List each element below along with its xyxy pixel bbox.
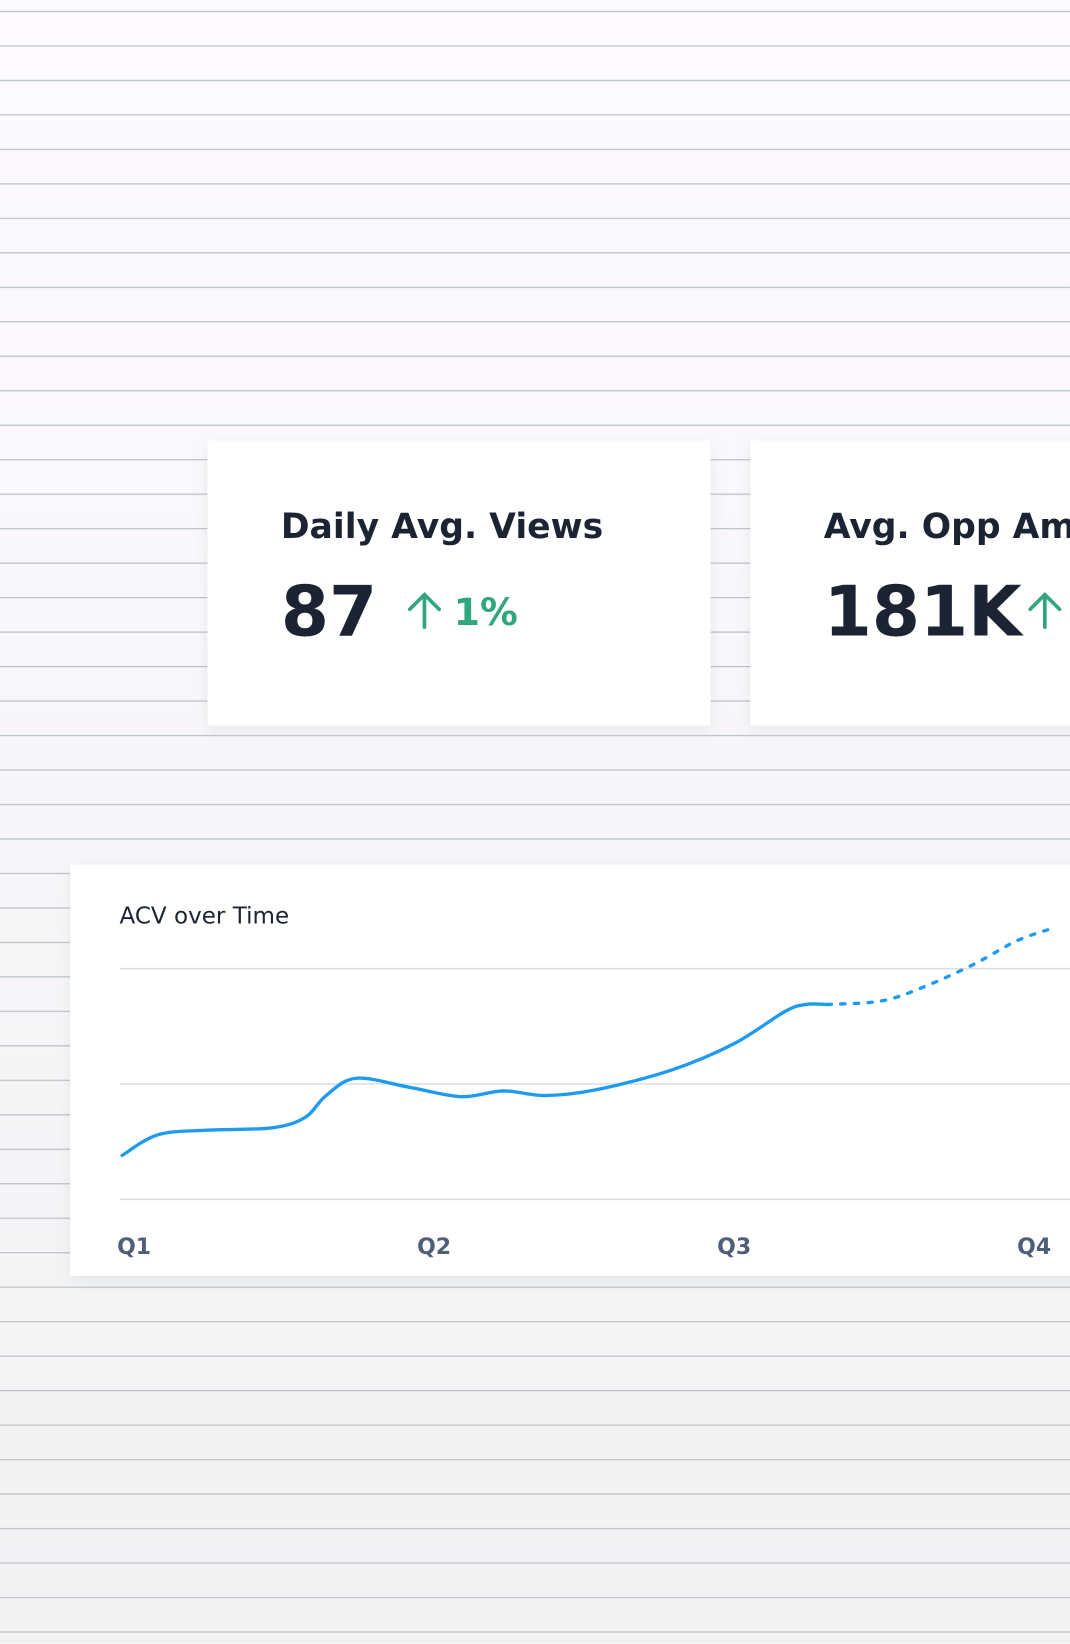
card-title: Avg. Opp Amt.	[824, 507, 1070, 547]
x-tick-label: Q3	[717, 1235, 751, 1260]
x-tick-label: Q4	[1017, 1235, 1051, 1260]
card-bg	[750, 440, 1070, 726]
x-tick-label: Q2	[417, 1235, 451, 1260]
kpi-card: Daily Avg. Views 87 1%	[207, 440, 711, 726]
card-change: 1%	[454, 590, 518, 634]
up-arrow	[1028, 591, 1062, 629]
chart-card: ACV over Time Q1 Q2 Q3 Q4	[70, 864, 1070, 1276]
card-value: 87	[281, 572, 377, 652]
card-title: Daily Avg. Views	[281, 507, 603, 547]
data-line	[825, 926, 1054, 1007]
card-bg	[207, 440, 711, 726]
x-tick-label: Q1	[117, 1235, 151, 1260]
chart-title: ACV over Time	[119, 904, 289, 930]
card-value: 181K	[824, 572, 1024, 652]
kpi-card: Avg. Opp Amt. 181K	[750, 440, 1070, 726]
card-bg	[70, 864, 1070, 1276]
data-line	[120, 1002, 829, 1158]
up-arrow	[407, 591, 441, 629]
